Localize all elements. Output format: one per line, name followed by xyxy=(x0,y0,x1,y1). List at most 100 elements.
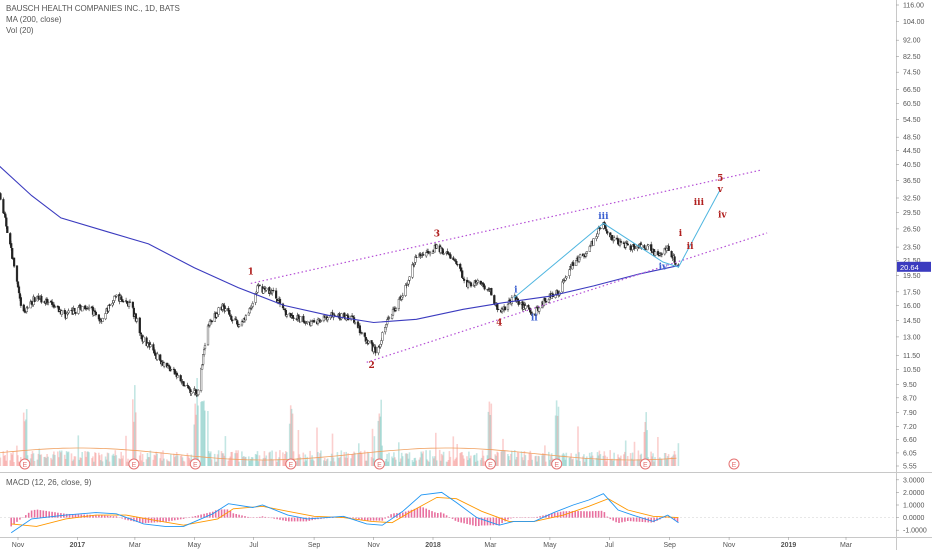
candle xyxy=(235,318,238,320)
candle xyxy=(9,233,12,245)
volume-bar xyxy=(433,458,435,466)
candle xyxy=(122,301,125,303)
macd-histogram-bar xyxy=(223,509,226,518)
macd-histogram-bar xyxy=(466,517,468,524)
candle xyxy=(420,255,423,258)
volume-bar xyxy=(503,450,505,466)
macd-histogram-bar xyxy=(375,517,378,521)
time-tick-label: Mar xyxy=(840,542,853,549)
macd-histogram-bar xyxy=(136,517,138,522)
macd-histogram-bar xyxy=(276,517,278,520)
candle xyxy=(188,387,191,389)
volume-bar xyxy=(625,461,628,466)
time-tick-label: Mar xyxy=(484,542,497,549)
volume-bar xyxy=(636,459,639,466)
earnings-marker xyxy=(728,458,740,470)
volume-bar xyxy=(138,455,141,466)
candle xyxy=(425,252,428,257)
candle xyxy=(51,301,54,305)
volume-bar xyxy=(245,456,247,466)
volume-bar xyxy=(650,451,652,466)
volume-bar xyxy=(629,453,632,466)
volume-bar xyxy=(576,460,578,466)
volume-bar xyxy=(563,454,566,466)
volume-bar xyxy=(624,440,627,466)
wave-label: iv xyxy=(718,210,727,220)
macd-histogram-bar xyxy=(241,515,243,518)
candle xyxy=(333,314,336,316)
volume-bar xyxy=(483,461,486,466)
volume-bar xyxy=(286,452,288,466)
volume-bar xyxy=(462,455,464,466)
volume-bar xyxy=(428,461,430,466)
candle xyxy=(650,244,653,251)
macd-histogram-bar xyxy=(182,517,185,519)
volume-bar xyxy=(210,451,212,466)
volume-bar xyxy=(359,452,361,466)
price-tick-label: 74.50 xyxy=(903,70,921,77)
volume-bar xyxy=(163,458,165,466)
macd-histogram-bar xyxy=(171,517,173,521)
wave-label: iii xyxy=(598,212,609,222)
macd-histogram-bar xyxy=(57,512,59,518)
volume-bar xyxy=(323,457,326,466)
candle xyxy=(272,290,275,292)
volume-bar xyxy=(663,453,666,466)
volume-bar xyxy=(224,436,227,466)
volume-bar xyxy=(371,428,374,466)
volume-bar xyxy=(630,458,633,466)
volume-bar xyxy=(667,454,670,466)
volume-bar xyxy=(84,451,86,466)
volume-bar xyxy=(554,415,557,466)
price-tick-label: 17.50 xyxy=(903,289,921,296)
price-tick-label: 10.50 xyxy=(903,367,921,374)
candle xyxy=(202,349,206,355)
macd-histogram-bar xyxy=(200,514,202,518)
volume-bar xyxy=(592,459,595,466)
earnings-marker xyxy=(285,458,297,470)
macd-histogram-bar xyxy=(597,510,600,518)
candle xyxy=(176,375,179,378)
macd-histogram-bar xyxy=(364,517,366,521)
candle xyxy=(411,264,414,278)
volume-bar xyxy=(194,403,196,466)
macd-histogram-bar xyxy=(472,517,474,526)
price-tick-label: 9.50 xyxy=(903,382,917,389)
volume-bar xyxy=(585,458,587,466)
macd-histogram-bar xyxy=(229,511,232,518)
volume-bar xyxy=(59,450,61,466)
volume-bar xyxy=(107,453,110,466)
macd-signal-line xyxy=(11,496,679,527)
volume-bar xyxy=(262,458,265,466)
volume-bar xyxy=(133,421,135,466)
candle xyxy=(617,238,620,245)
ma-legend: MA (200, close) xyxy=(6,15,62,24)
candle xyxy=(592,238,595,246)
macd-histogram-bar xyxy=(68,514,71,518)
macd-histogram-bar xyxy=(33,509,36,518)
macd-histogram-bar xyxy=(101,515,103,518)
volume-bar xyxy=(400,452,403,466)
volume-bar xyxy=(100,454,103,466)
volume-bar xyxy=(406,453,409,466)
macd-histogram-bar xyxy=(632,517,635,522)
candle xyxy=(643,245,646,249)
candle xyxy=(201,354,205,365)
volume-bar xyxy=(401,456,404,466)
volume-bar xyxy=(384,461,386,466)
candle xyxy=(588,246,591,252)
macd-histogram-bar xyxy=(42,510,45,518)
volume-bar xyxy=(360,451,362,466)
macd-histogram-bar xyxy=(30,510,33,518)
volume-bar xyxy=(488,401,491,466)
candle xyxy=(182,381,185,387)
volume-bar xyxy=(298,454,301,466)
volume-bar xyxy=(313,460,315,466)
candle xyxy=(94,312,97,316)
candle xyxy=(40,296,43,303)
candle xyxy=(217,307,220,315)
volume-bar xyxy=(494,454,496,466)
macd-histogram-bar xyxy=(162,517,164,522)
candle xyxy=(190,391,193,394)
